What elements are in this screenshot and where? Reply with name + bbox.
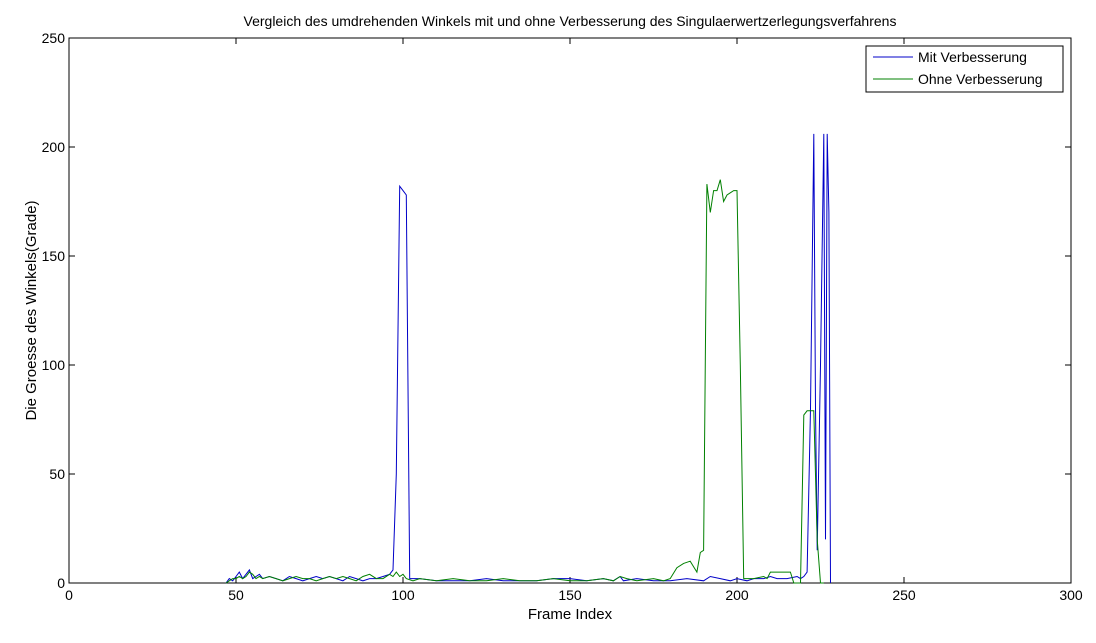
x-tick-label: 0 xyxy=(65,587,73,603)
y-axis-label: Die Groesse des Winkels(Grade) xyxy=(23,200,40,420)
x-tick-label: 50 xyxy=(228,587,244,603)
y-tick-label: 0 xyxy=(57,575,65,591)
x-tick-label: 250 xyxy=(892,587,916,603)
y-tick-label: 100 xyxy=(42,357,66,373)
y-tick-label: 250 xyxy=(42,30,66,46)
plot-area xyxy=(69,38,1071,583)
y-tick-label: 50 xyxy=(49,466,65,482)
x-tick-label: 200 xyxy=(725,587,749,603)
legend-label-mit-verbesserung: Mit Verbesserung xyxy=(918,49,1027,65)
legend-label-ohne-verbesserung: Ohne Verbesserung xyxy=(918,71,1043,87)
x-axis-label: Frame Index xyxy=(528,606,613,623)
x-tick-label: 300 xyxy=(1059,587,1083,603)
x-tick-label: 150 xyxy=(558,587,582,603)
y-tick-label: 150 xyxy=(42,248,66,264)
legend: Mit Verbesserung Ohne Verbesserung xyxy=(866,46,1063,92)
x-tick-label: 100 xyxy=(391,587,415,603)
chart-title: Vergleich des umdrehenden Winkels mit un… xyxy=(244,13,897,29)
y-tick-label: 200 xyxy=(42,139,66,155)
